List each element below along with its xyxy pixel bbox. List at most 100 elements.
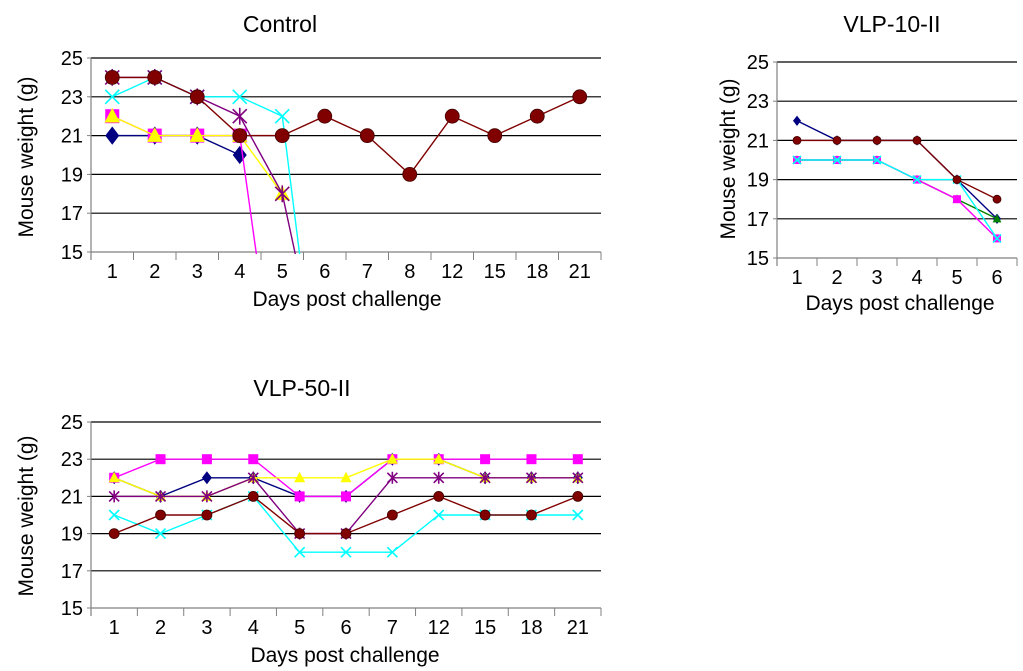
data-point (529, 108, 545, 124)
data-point (832, 155, 842, 165)
series-line (108, 490, 584, 539)
chart-title: VLP-10-II (843, 11, 940, 37)
data-point (201, 471, 212, 485)
data-point (386, 509, 398, 521)
y-tick-label: 19 (747, 170, 769, 192)
data-point (232, 107, 248, 125)
x-tick-label: 3 (192, 261, 203, 283)
data-point (232, 145, 247, 165)
series-line (792, 135, 1002, 204)
x-tick-label: 12 (428, 617, 450, 639)
series-line (104, 107, 290, 201)
x-tick-label: 4 (234, 261, 245, 283)
data-point (108, 528, 120, 539)
data-point (480, 454, 491, 465)
data-point (793, 115, 801, 126)
data-point (992, 194, 1002, 204)
data-point (953, 195, 961, 204)
x-tick-label: 5 (277, 261, 288, 283)
data-point (154, 528, 167, 540)
data-point (386, 453, 398, 464)
data-point (386, 471, 398, 484)
x-tick-label: 21 (569, 261, 591, 283)
data-point (832, 135, 842, 145)
data-point (104, 107, 120, 123)
data-point (525, 471, 538, 484)
data-point (912, 175, 922, 185)
x-tick-label: 2 (831, 267, 842, 289)
x-tick-label: 18 (520, 617, 542, 639)
data-point (294, 471, 306, 483)
data-point (189, 89, 205, 105)
data-point (201, 490, 213, 503)
y-tick-label: 23 (747, 91, 769, 113)
x-tick-label: 18 (526, 261, 548, 283)
y-tick-label: 15 (747, 248, 769, 270)
data-point (872, 155, 882, 165)
chart-vlp-50-ii: VLP-50-II Mouse weight (g) Days post cha… (15, 375, 602, 667)
chart-title: Control (243, 11, 317, 37)
x-tick-label: 1 (109, 617, 120, 639)
y-tick-label: 25 (61, 48, 83, 70)
data-point (526, 454, 537, 465)
data-point (433, 509, 445, 521)
x-tick-label: 4 (911, 267, 922, 289)
y-tick-label: 23 (61, 449, 83, 471)
data-point (479, 509, 491, 521)
x-axis-label: Days post challenge (805, 292, 994, 315)
x-tick-label: 2 (149, 261, 160, 283)
y-axis-label: Mouse weight (g) (717, 78, 740, 239)
data-point (952, 175, 962, 185)
x-tick-label: 7 (387, 617, 398, 639)
y-axis-label: Mouse weight (g) (15, 76, 38, 237)
x-tick-label: 15 (484, 261, 506, 283)
y-tick-label: 15 (61, 242, 83, 264)
y-tick-label: 21 (61, 486, 83, 508)
y-tick-label: 15 (61, 598, 83, 620)
data-point (433, 453, 445, 464)
data-point (479, 471, 491, 484)
data-point (433, 490, 445, 502)
y-tick-label: 19 (61, 164, 83, 186)
y-axis-label: Mouse weight (g) (15, 435, 38, 596)
data-point (247, 490, 259, 502)
data-point (386, 546, 398, 558)
x-tick-label: 7 (362, 261, 373, 283)
data-point (248, 454, 259, 465)
series-line (792, 155, 1002, 243)
data-point (792, 135, 802, 145)
data-point (274, 185, 290, 203)
x-tick-label: 5 (951, 267, 962, 289)
y-tick-label: 23 (61, 87, 83, 109)
y-tick-label: 17 (61, 561, 83, 583)
y-tick-label: 25 (61, 412, 83, 434)
data-point (572, 454, 583, 465)
data-point (105, 126, 120, 145)
data-point (487, 128, 503, 144)
y-tick-label: 17 (61, 203, 83, 225)
x-axis-label: Days post challenge (250, 644, 439, 667)
x-tick-label: 6 (319, 261, 330, 283)
data-point (317, 108, 333, 124)
data-point (294, 546, 306, 558)
data-point (108, 509, 120, 521)
x-tick-label: 5 (294, 617, 305, 639)
data-point (104, 89, 120, 105)
x-tick-label: 15 (474, 617, 496, 639)
y-tick-label: 25 (747, 52, 769, 74)
data-point (155, 454, 166, 465)
data-point (247, 471, 259, 484)
data-point (232, 128, 248, 144)
chart-title: VLP-50-II (253, 375, 350, 401)
data-point (872, 135, 882, 145)
x-tick-label: 12 (441, 261, 463, 283)
y-tick-label: 21 (747, 130, 769, 152)
data-point (992, 214, 1002, 223)
data-point (155, 509, 166, 521)
data-point (526, 509, 537, 521)
data-point (189, 127, 205, 142)
data-point (572, 509, 584, 521)
x-tick-label: 2 (155, 617, 166, 639)
data-point (274, 108, 290, 124)
